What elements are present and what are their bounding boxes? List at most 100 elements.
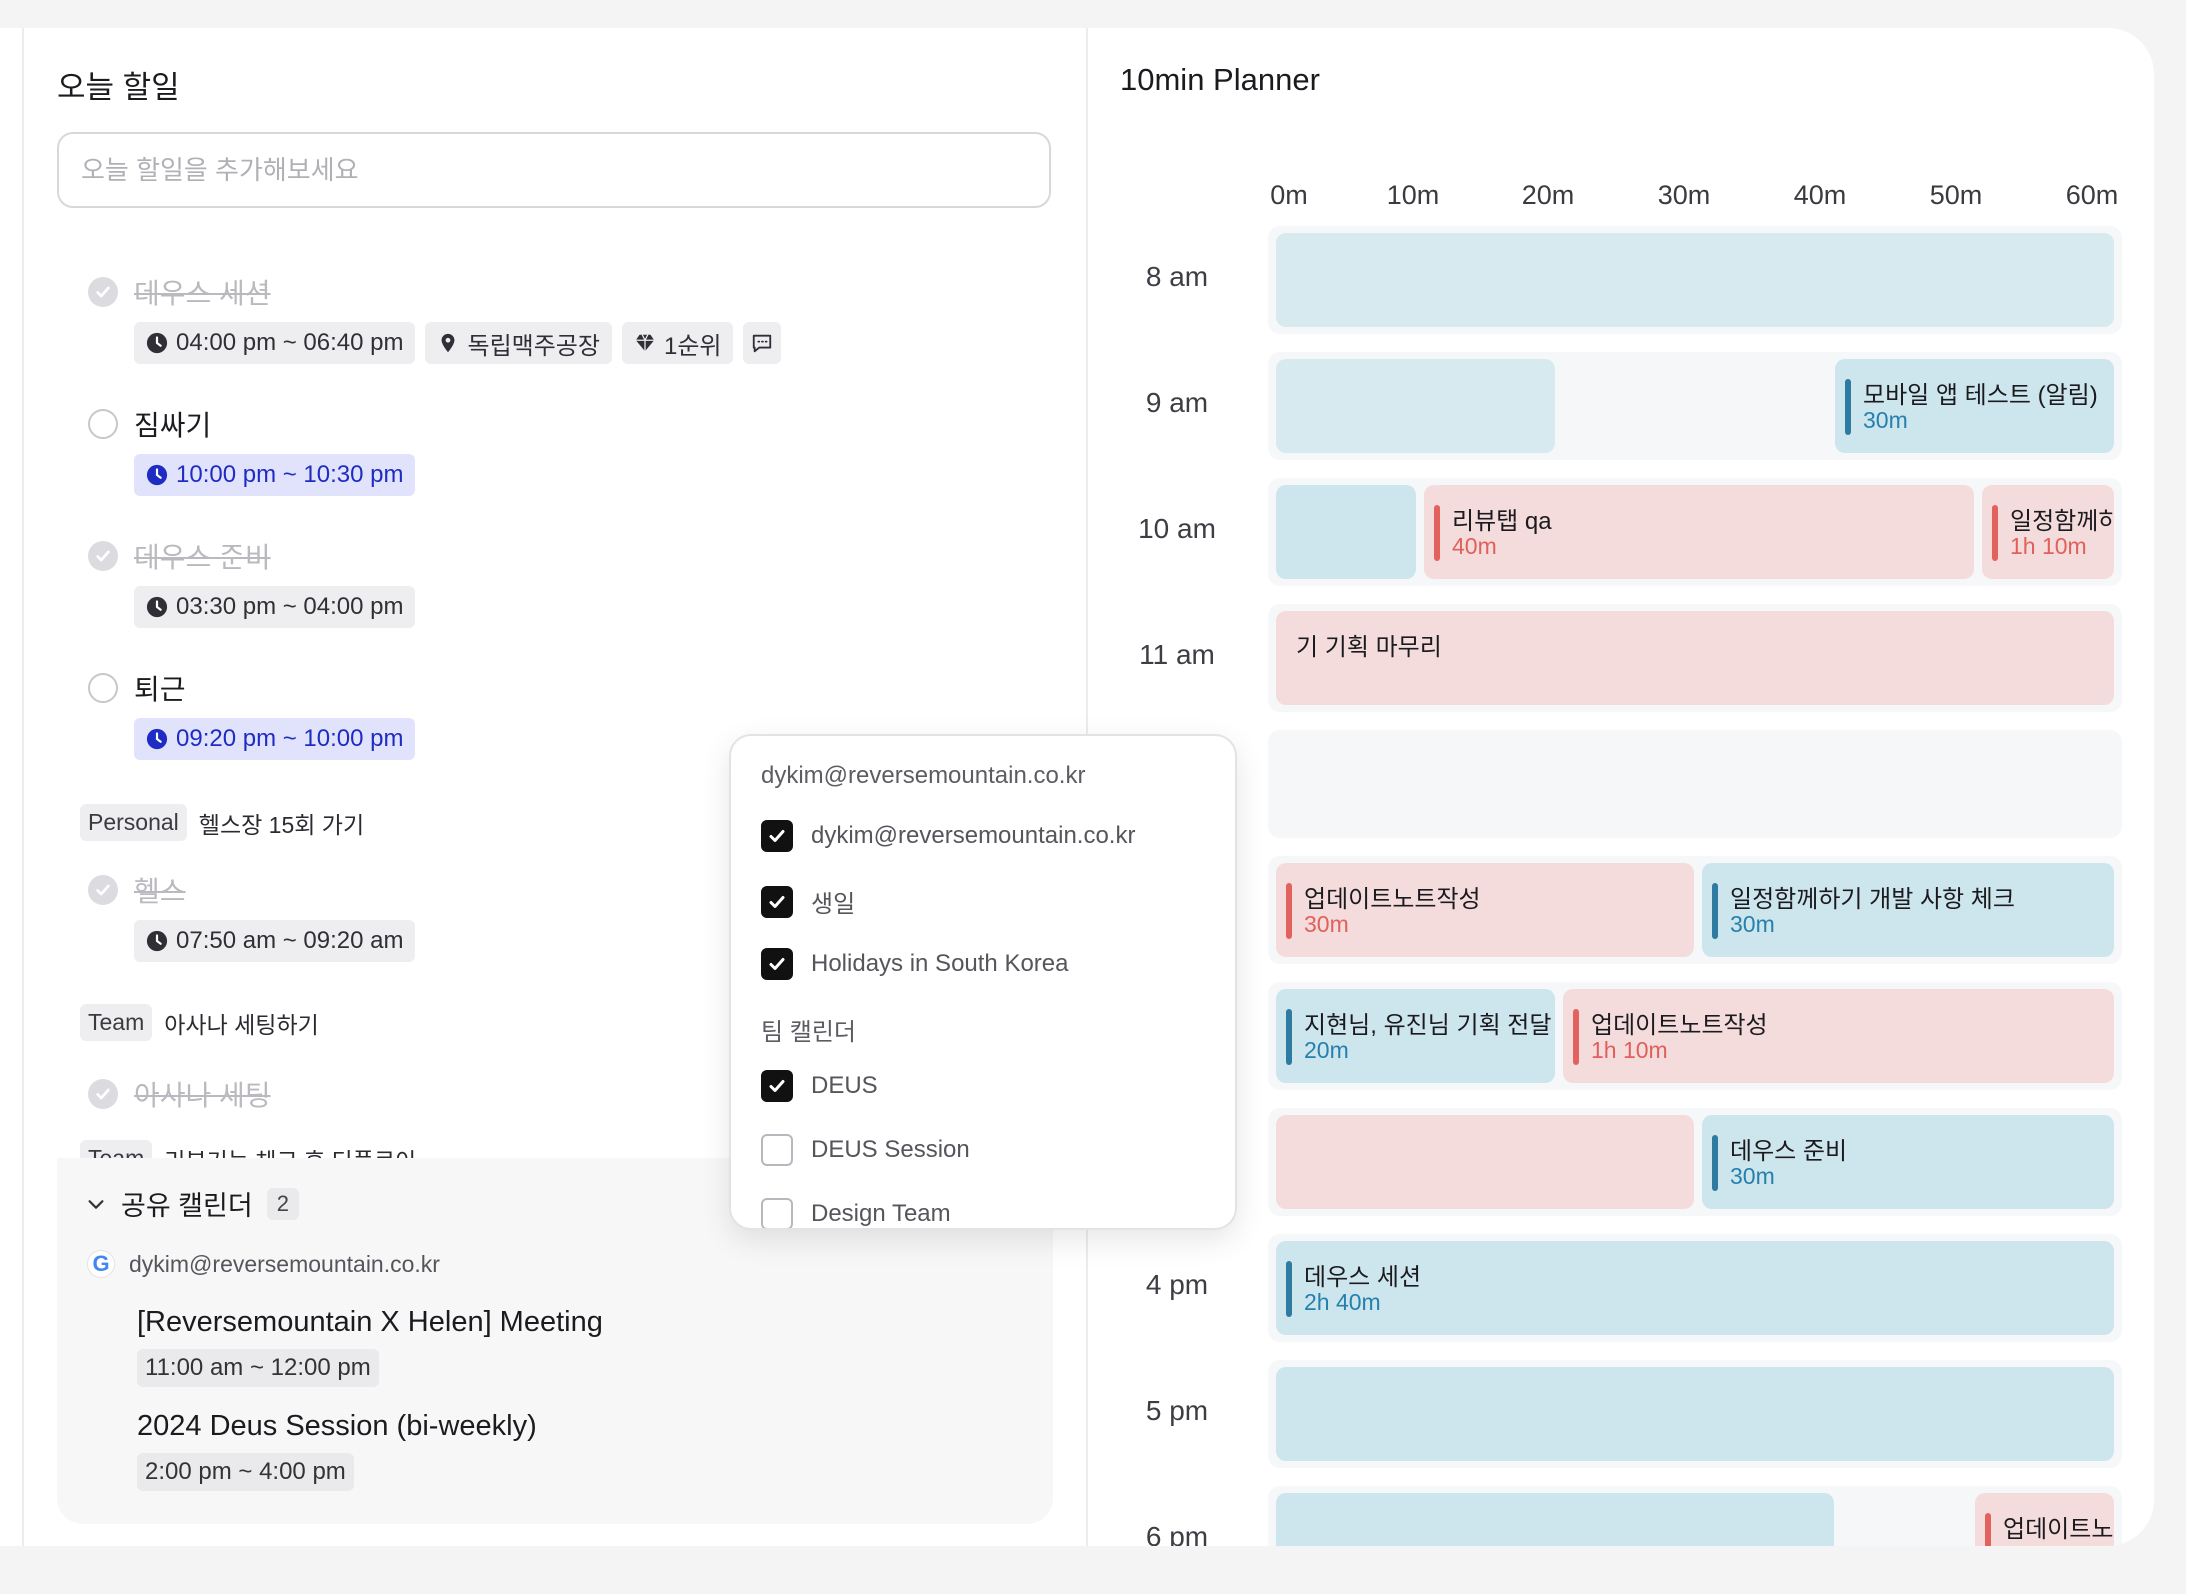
clock-icon [146, 728, 168, 750]
time-chip[interactable]: 10:00 pm ~ 10:30 pm [134, 454, 416, 496]
calendar-filter-dropdown: dykim@reversemountain.co.kr dykim@revers… [729, 734, 1237, 1230]
block-duration: 40m [1452, 533, 1497, 559]
clock-icon [146, 464, 168, 486]
shared-calendar-title: 공유 캘린더 [121, 1191, 253, 1221]
planner-block[interactable]: 업데이트노트작성 30m [1276, 863, 1694, 957]
calendar-label: DEUS [811, 1072, 878, 1099]
priority-chip[interactable]: 1순위 [621, 322, 734, 364]
memo-chip[interactable] [743, 322, 782, 364]
calendar-toggle[interactable]: dykim@reversemountain.co.kr [761, 820, 1135, 852]
calendar-toggle[interactable]: DEUS Session [761, 1134, 970, 1166]
block-duration: 1h 10m [1591, 1037, 1668, 1063]
location-chip[interactable]: 독립맥주공장 [425, 322, 612, 364]
hour-label: 4 pm [1145, 1269, 1209, 1300]
planner-block[interactable] [1276, 233, 2114, 327]
checkbox-checked-icon[interactable] [761, 885, 793, 918]
task-check-icon[interactable] [88, 875, 118, 905]
block-title: 일정함께하기 개발 사항 체크 [1730, 886, 2015, 913]
event-title: [Reversemountain X Helen] Meeting [137, 1306, 603, 1338]
checkbox-unchecked-icon[interactable] [761, 1198, 793, 1228]
shared-event[interactable]: [Reversemountain X Helen] Meeting 11:00 … [137, 1306, 603, 1387]
task-check-icon[interactable] [88, 409, 118, 439]
time-chip[interactable]: 07:50 am ~ 09:20 am [134, 920, 416, 962]
event-time: 2:00 pm ~ 4:00 pm [137, 1453, 354, 1491]
planner-row[interactable] [1268, 730, 2122, 838]
calendar-label: Holidays in South Korea [811, 950, 1069, 977]
planner-block[interactable]: 리뷰탭 qa 40m [1424, 485, 1974, 579]
column-label: 30m [1657, 180, 1711, 210]
task-check-icon[interactable] [88, 1079, 118, 1109]
calendar-label: 생일 [811, 891, 856, 918]
task-title[interactable]: 데우스 준비 [134, 542, 271, 573]
goal-row[interactable]: Personal 헬스장 15회 가기 [80, 804, 364, 841]
time-chip[interactable]: 09:20 pm ~ 10:00 pm [134, 718, 416, 760]
google-icon: G [87, 1250, 115, 1278]
clock-icon [146, 332, 168, 354]
time-chip[interactable]: 03:30 pm ~ 04:00 pm [134, 586, 416, 628]
task-title[interactable]: 아사나 세팅 [134, 1080, 271, 1111]
block-title: 업데이트노 [2003, 1516, 2114, 1543]
block-duration: 20m [1304, 1037, 1349, 1063]
column-label: 60m [2065, 180, 2119, 210]
planner-block[interactable] [1276, 1115, 1694, 1209]
block-title: 리뷰탭 qa [1452, 508, 1552, 535]
count-badge: 2 [266, 1187, 299, 1220]
goal-tag: Team [80, 1004, 153, 1041]
block-duration: 30m [1304, 911, 1349, 937]
goal-row[interactable]: Team 아사나 세팅하기 [80, 1004, 319, 1041]
block-duration: 30m [1730, 1163, 1775, 1189]
clock-icon [146, 930, 168, 952]
goal-text: 헬스장 15회 가기 [198, 811, 365, 838]
add-task-input[interactable] [57, 132, 1051, 208]
calendar-label: dykim@reversemountain.co.kr [811, 822, 1136, 849]
checkbox-checked-icon[interactable] [761, 1070, 793, 1102]
checkbox-checked-icon[interactable] [761, 948, 793, 980]
task-check-icon[interactable] [88, 277, 118, 307]
task-check-icon[interactable] [88, 541, 118, 571]
calendar-toggle[interactable]: 생일 [761, 884, 855, 919]
calendar-toggle[interactable]: Design Team [761, 1198, 951, 1228]
shared-event[interactable]: 2024 Deus Session (bi-weekly) 2:00 pm ~ … [137, 1410, 537, 1491]
task-item: 퇴근 09:20 pm ~ 10:00 pm [88, 668, 416, 760]
block-duration: 30m [1863, 407, 1908, 433]
task-title[interactable]: 짐싸기 [134, 410, 212, 441]
comment-icon [753, 334, 772, 353]
task-title[interactable]: 퇴근 [134, 674, 186, 705]
task-item: 데우스 세션 04:00 pm ~ 06:40 pm 독립맥주공장 1순위 [88, 272, 782, 364]
sidebar-edge [22, 28, 24, 1546]
block-title: 기 기획 마무리 [1296, 634, 1442, 661]
planner-block[interactable]: 데우스 준비 30m [1702, 1115, 2114, 1209]
calendar-label: Design Team [811, 1200, 951, 1227]
dropdown-group-header: dykim@reversemountain.co.kr [761, 762, 1086, 789]
planner-block[interactable] [1276, 485, 1416, 579]
block-title: 업데이트노트작성 [1304, 886, 1481, 913]
planner-block[interactable] [1276, 1367, 2114, 1461]
task-title[interactable]: 데우스 세션 [134, 278, 271, 309]
calendar-toggle[interactable]: DEUS [761, 1070, 878, 1102]
time-chip[interactable]: 04:00 pm ~ 06:40 pm [134, 322, 416, 364]
planner-block[interactable]: 지현님, 유진님 기획 전달 20m [1276, 989, 1555, 1083]
task-check-icon[interactable] [88, 673, 118, 703]
checkbox-unchecked-icon[interactable] [761, 1134, 793, 1166]
hour-label: 11 am [1139, 639, 1215, 670]
planner-block[interactable]: 일정함께하 1h 10m [1982, 485, 2114, 579]
task-title[interactable]: 헬스 [134, 876, 186, 907]
planner-block[interactable]: 업데이트노 [1975, 1493, 2114, 1546]
planner-title: 10min Planner [1120, 62, 1320, 97]
planner-block[interactable] [1276, 1493, 1834, 1546]
planner-block[interactable]: 업데이트노트작성 1h 10m [1563, 989, 2114, 1083]
calendar-toggle[interactable]: Holidays in South Korea [761, 948, 1068, 980]
shared-calendar-header[interactable]: 공유 캘린더 2 [85, 1184, 299, 1223]
goal-text: 아사나 세팅하기 [164, 1011, 319, 1038]
calendar-account-row: G dykim@reversemountain.co.kr [87, 1250, 440, 1278]
planner-block[interactable]: 일정함께하기 개발 사항 체크 30m [1702, 863, 2114, 957]
planner-block[interactable]: 기 기획 마무리 [1276, 611, 2114, 705]
hour-label: 8 am [1145, 261, 1209, 292]
planner-block[interactable]: 데우스 세션 2h 40m [1276, 1241, 2114, 1335]
planner-block[interactable]: 모바일 앱 테스트 (알림) 30m [1835, 359, 2114, 453]
block-duration: 1h 10m [2010, 533, 2087, 559]
dropdown-group-header: 팀 캘린더 [761, 1019, 856, 1046]
block-title: 지현님, 유진님 기획 전달 [1304, 1012, 1552, 1039]
checkbox-checked-icon[interactable] [761, 820, 793, 852]
planner-block[interactable] [1276, 359, 1555, 453]
